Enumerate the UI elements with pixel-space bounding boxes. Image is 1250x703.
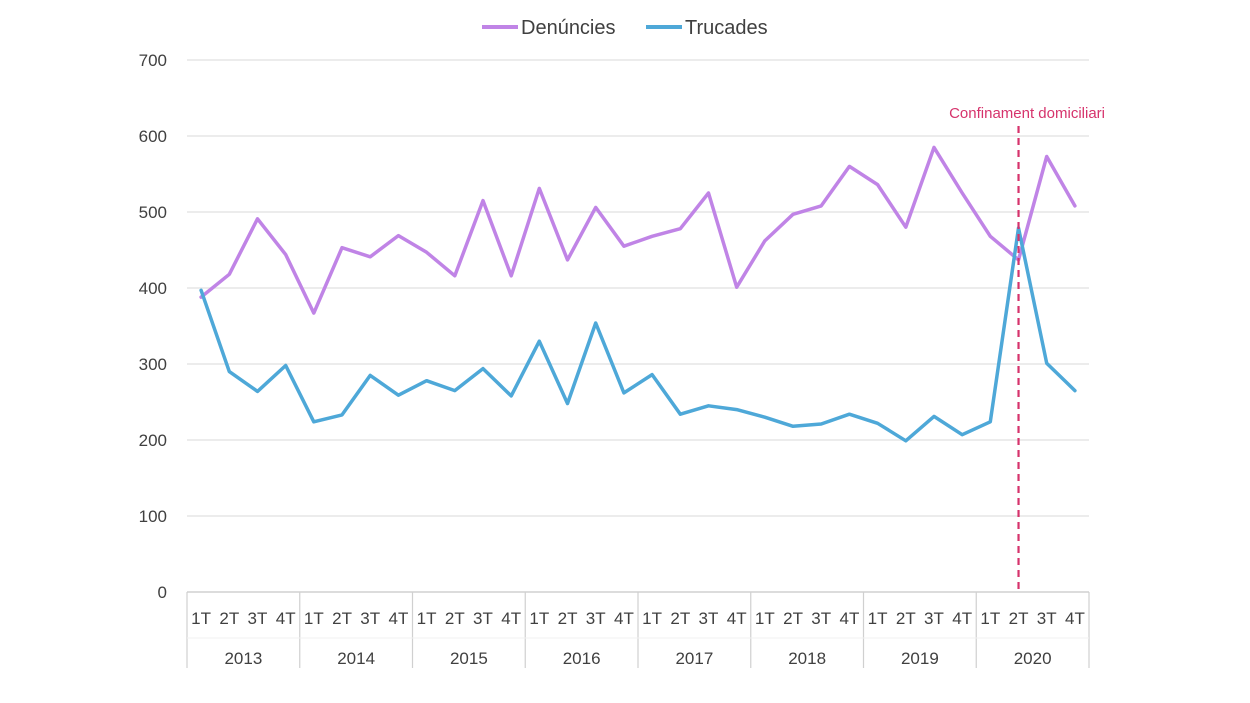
legend: Denúncies Trucades: [482, 17, 768, 39]
x-tick-label-quarter: 4T: [952, 609, 972, 628]
x-tick-label-quarter: 3T: [811, 609, 831, 628]
x-tick-label-year: 2014: [337, 649, 375, 668]
x-tick-label-quarter: 4T: [614, 609, 634, 628]
series-line-1: [199, 145, 1077, 315]
annotation: Confinament domiciliari: [949, 105, 1105, 592]
legend-label: Trucades: [685, 17, 768, 39]
x-tick-label-quarter: 1T: [642, 609, 662, 628]
x-tick-label-quarter: 4T: [1065, 609, 1085, 628]
x-tick-label-quarter: 2T: [332, 609, 352, 628]
y-tick-label: 700: [139, 51, 167, 70]
x-tick-label-quarter: 1T: [417, 609, 437, 628]
x-tick-label-quarter: 4T: [727, 609, 747, 628]
x-tick-label-year: 2017: [675, 649, 713, 668]
x-tick-label-quarter: 3T: [924, 609, 944, 628]
y-tick-label: 400: [139, 279, 167, 298]
series-lines: [199, 145, 1077, 443]
x-tick-label-quarter: 3T: [586, 609, 606, 628]
x-tick-label-year: 2013: [224, 649, 262, 668]
x-tick-label-quarter: 2T: [1009, 609, 1029, 628]
y-tick-label: 600: [139, 127, 167, 146]
y-tick-label: 200: [139, 431, 167, 450]
legend-label: Denúncies: [521, 17, 616, 39]
x-axis: 1T 2T 3T 4T 1T 2T 3T 4T 1T 2T 3T 4T 1T 2T 3T 4T 1T 2T 3T 4T…: [186, 591, 1090, 668]
x-tick-label-quarter: 2T: [783, 609, 803, 628]
y-tick-label: 300: [139, 355, 167, 374]
x-tick-label-year: 2019: [901, 649, 939, 668]
x-tick-label-quarter: 2T: [445, 609, 465, 628]
x-tick-label-quarter: 3T: [473, 609, 493, 628]
y-axis: 0 100 200 300 400 500 600 700: [139, 51, 167, 602]
gridlines: [187, 59, 1089, 517]
x-tick-label-quarter: 1T: [529, 609, 549, 628]
x-tick-label-quarter: 1T: [304, 609, 324, 628]
x-tick-label-quarter: 1T: [980, 609, 1000, 628]
x-tick-label-quarter: 2T: [558, 609, 578, 628]
x-tick-label-year: 2020: [1014, 649, 1052, 668]
x-tick-label-year: 2016: [563, 649, 601, 668]
x-tick-label-quarter: 1T: [755, 609, 775, 628]
series-line-2: [199, 226, 1077, 443]
x-tick-label-year: 2015: [450, 649, 488, 668]
x-tick-label-quarter: 4T: [501, 609, 521, 628]
x-tick-label-quarter: 4T: [839, 609, 859, 628]
annotation-label: Confinament domiciliari: [949, 105, 1105, 122]
x-tick-label-quarter: 4T: [276, 609, 296, 628]
x-tick-label-quarter: 2T: [896, 609, 916, 628]
x-tick-label-quarter: 3T: [1037, 609, 1057, 628]
x-tick-label-year: 2018: [788, 649, 826, 668]
y-tick-label: 0: [158, 583, 167, 602]
y-tick-label: 500: [139, 203, 167, 222]
x-tick-label-quarter: 2T: [670, 609, 690, 628]
y-tick-label: 100: [139, 507, 167, 526]
x-tick-label-quarter: 1T: [868, 609, 888, 628]
x-tick-label-quarter: 1T: [191, 609, 211, 628]
x-tick-label-quarter: 4T: [388, 609, 408, 628]
x-tick-label-quarter: 3T: [699, 609, 719, 628]
x-tick-label-quarter: 3T: [360, 609, 380, 628]
x-tick-label-quarter: 2T: [219, 609, 239, 628]
x-tick-label-quarter: 3T: [248, 609, 268, 628]
